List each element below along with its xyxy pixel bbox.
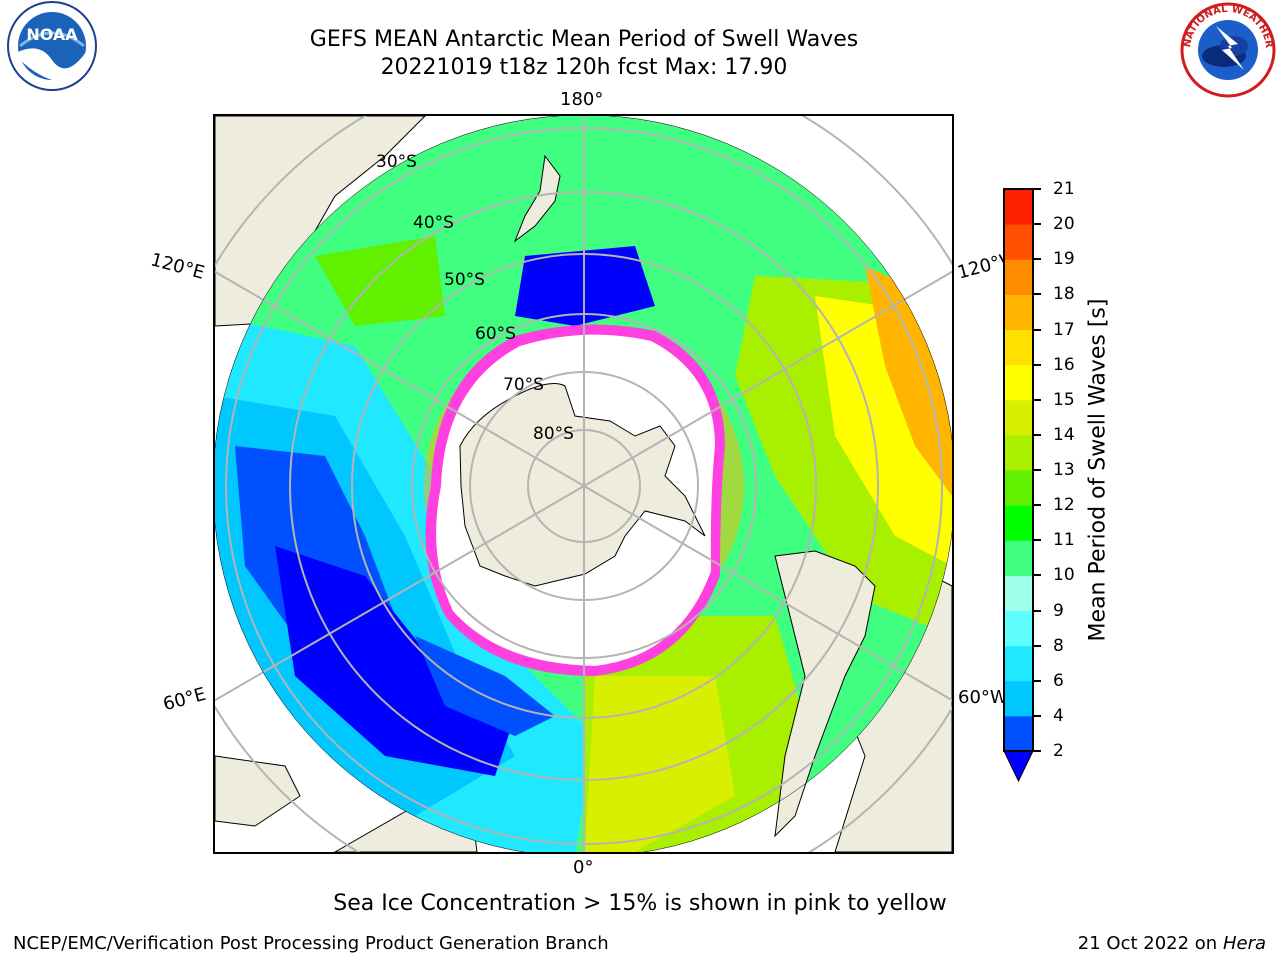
colorbar-tick-label: 15 [1053,389,1075,410]
host-name: Hera [1222,933,1266,954]
colorbar-tick-mark [1034,258,1041,261]
nws-logo: NATIONAL WEATHER SERVICE [1176,0,1276,98]
colorbar-tick-label: 17 [1053,319,1075,340]
meridian-label-180: 180° [560,89,604,110]
colorbar-tick-label: 19 [1053,249,1075,270]
meridian-label-120e: 120°E [148,249,207,284]
colorbar-tick-label: 13 [1053,460,1075,480]
colorbar-tick-mark [1034,750,1041,752]
colorbar-tick-label: 10 [1053,565,1075,586]
colorbar-tick-label: 11 [1053,530,1075,551]
colorbar-band [1004,224,1033,260]
colorbar-tick-label: 20 [1053,214,1075,235]
parallel-label-80s: 80°S [533,424,574,444]
colorbar-tick-mark [1034,644,1041,647]
sea-ice-footnote: Sea Ice Concentration > 15% is shown in … [333,891,947,916]
polar-map [215,116,952,852]
colorbar-band [1004,329,1033,366]
map-title-line2: 20221019 t18z 120h fcst Max: 17.90 [380,55,788,80]
colorbar-tick-mark [1034,574,1041,577]
date-stamp: 21 Oct 2022 on Hera [1078,933,1266,954]
colorbar-band [1004,434,1033,471]
map-panel [213,114,954,854]
colorbar-tick-label: 14 [1053,424,1075,445]
colorbar-tick-label: 16 [1053,354,1075,375]
colorbar-tick-label: 6 [1053,670,1064,691]
colorbar-band [1004,610,1033,647]
colorbar-band [1004,680,1033,717]
colorbar [1003,188,1034,783]
colorbar-tick-label: 18 [1053,284,1075,305]
colorbar-band [1004,470,1033,506]
colorbar-tick-mark [1034,714,1041,717]
parallel-label-40s: 40°S [413,213,454,233]
parallel-label-50s: 50°S [444,270,485,290]
colorbar-tick-mark [1034,539,1041,542]
colorbar-band [1004,189,1033,225]
meridian-label-0: 0° [573,857,594,878]
colorbar-band [1004,540,1033,576]
colorbar-tick-label: 9 [1053,600,1064,621]
meridian-label-60e: 60°E [160,683,209,716]
noaa-logo: NOAA [7,1,97,91]
colorbar-tick-label: 21 [1053,179,1075,199]
colorbar-tick-mark [1034,223,1041,226]
colorbar-tick-mark [1034,469,1041,471]
colorbar-band [1004,399,1033,436]
colorbar-tick-label: 2 [1053,741,1064,761]
colorbar-tick-label: 4 [1053,705,1064,726]
colorbar-tick-label: 12 [1053,495,1075,516]
colorbar-tick-mark [1034,363,1041,366]
parallel-label-30s: 30°S [376,152,417,172]
parallel-label-70s: 70°S [503,375,544,395]
colorbar-band [1004,505,1033,541]
south-america [774,550,876,838]
date-text: 21 Oct 2022 on [1077,933,1218,954]
colorbar-tick-mark [1034,188,1041,190]
colorbar-band [1004,715,1033,752]
meridian-label-60w: 60°W [958,687,1008,708]
colorbar-tick-mark [1034,398,1041,401]
colorbar-tick-mark [1034,328,1041,331]
colorbar-label: Mean Period of Swell Waves [s] [1085,298,1111,642]
colorbar-band [1004,294,1033,330]
graticule [215,116,952,852]
colorbar-tick-mark [1034,679,1041,682]
parallel-label-60s: 60°S [475,324,516,344]
colorbar-band [1004,575,1033,611]
colorbar-tick-label: 8 [1053,635,1064,656]
colorbar-band [1004,364,1033,401]
colorbar-tick-mark [1034,504,1041,507]
credit-text: NCEP/EMC/Verification Post Processing Pr… [13,933,609,954]
colorbar-band [1004,645,1033,682]
map-title-line1: GEFS MEAN Antarctic Mean Period of Swell… [309,27,859,52]
colorbar-tick-mark [1034,433,1041,436]
colorbar-band [1004,259,1033,295]
colorbar-tick-mark [1034,609,1041,612]
svg-text:NOAA: NOAA [26,25,78,44]
colorbar-tick-mark [1034,293,1041,296]
